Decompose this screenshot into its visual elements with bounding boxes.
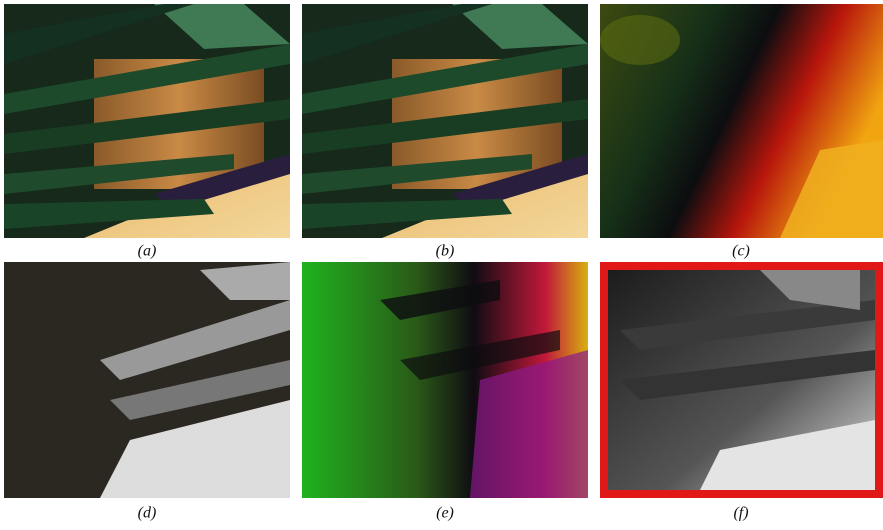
- caption: (a): [138, 243, 157, 260]
- panel-d: [4, 262, 290, 498]
- caption: (b): [436, 243, 455, 260]
- caption: (c): [732, 243, 750, 260]
- caption: (d): [138, 505, 157, 522]
- panel-c: [600, 4, 883, 238]
- panel-a: [4, 4, 290, 238]
- page: (a) (b) (c) (d) (e) (f) (() => { const d…: [0, 0, 883, 530]
- panel-b: [302, 4, 588, 238]
- caption: (e): [436, 505, 454, 522]
- panel-f: [600, 262, 883, 498]
- figure: (a) (b) (c) (d) (e) (f): [0, 0, 883, 530]
- caption: (f): [733, 505, 748, 522]
- panel-e: [302, 262, 588, 498]
